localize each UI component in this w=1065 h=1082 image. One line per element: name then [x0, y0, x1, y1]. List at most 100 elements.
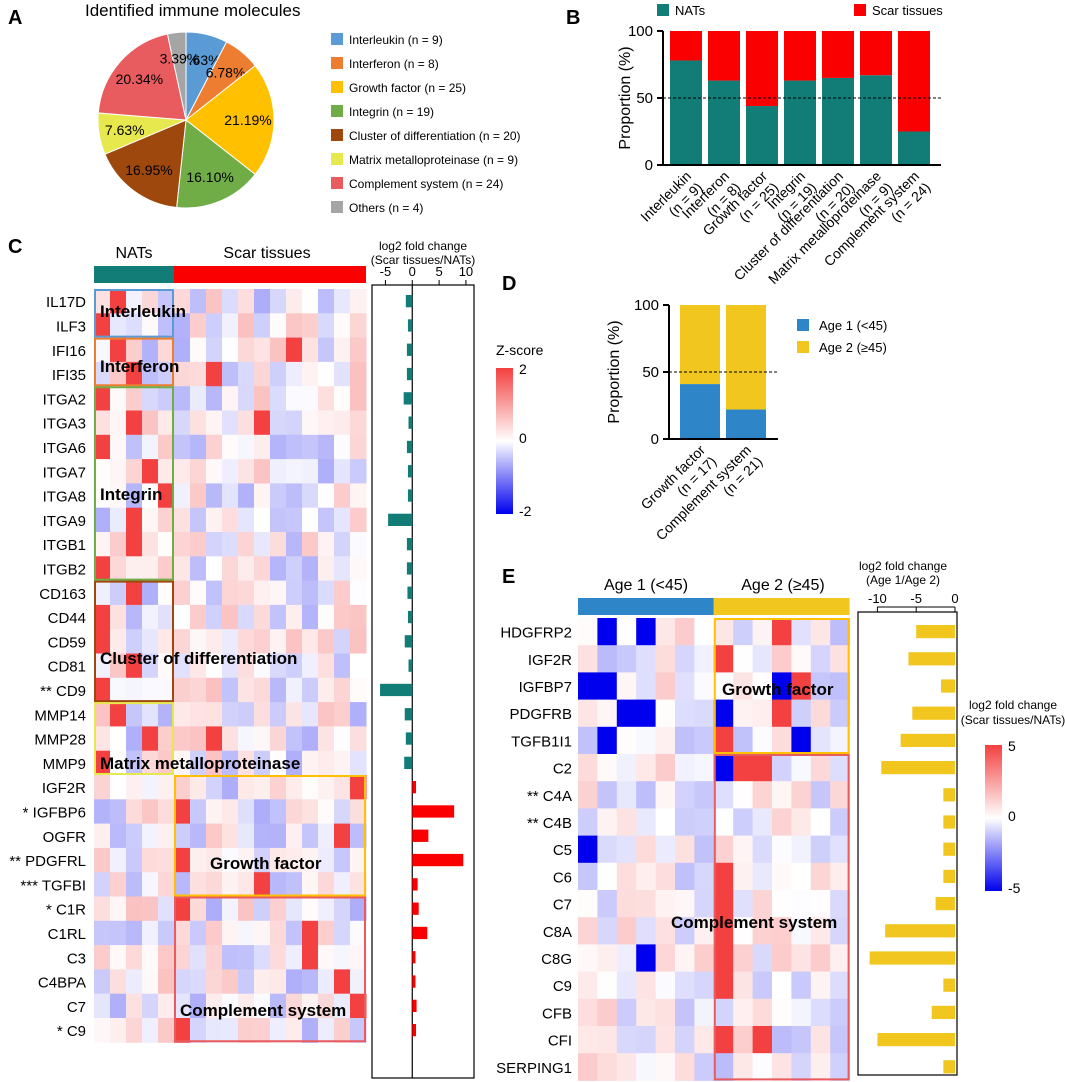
bar-Scar tissues — [670, 31, 702, 61]
heat-cell — [713, 618, 734, 646]
heat-cell — [238, 920, 255, 946]
heat-cell — [302, 896, 319, 922]
heat-cell — [791, 645, 812, 673]
heat-cell — [222, 459, 239, 484]
row-label: C7 — [67, 999, 86, 1016]
heat-cell — [110, 410, 127, 436]
heat-cell — [810, 890, 831, 918]
heat-cell — [655, 645, 676, 673]
heat-cell — [142, 386, 159, 411]
heat-cell — [830, 808, 851, 837]
heat-cell — [752, 835, 773, 864]
heat-cell — [733, 781, 754, 809]
bar-Scar tissues — [860, 31, 892, 76]
heat-cell — [190, 459, 207, 484]
heat-cell — [270, 483, 287, 509]
heat-cell — [597, 618, 618, 646]
foldchange-bar — [412, 853, 464, 867]
heat-cell — [578, 1026, 598, 1054]
heat-cell — [733, 699, 754, 728]
heat-cell — [126, 702, 143, 727]
heat-cell — [254, 459, 271, 484]
heat-cell — [810, 726, 831, 755]
heat-cell — [254, 872, 271, 897]
heat-cell — [126, 653, 143, 679]
heat-cell — [158, 289, 175, 314]
foldchange-bar — [405, 295, 413, 308]
heat-cell — [174, 847, 191, 873]
heat-cell — [254, 823, 271, 849]
heat-cell — [222, 313, 239, 339]
heat-cell — [752, 645, 773, 673]
heat-cell — [334, 775, 351, 800]
heat-cell — [286, 896, 303, 922]
group-bar-scar — [174, 266, 366, 283]
heat-cell — [142, 872, 159, 897]
heat-cell — [772, 699, 792, 728]
heat-cell — [675, 835, 695, 864]
heat-cell — [142, 532, 159, 557]
bar-NATs — [898, 131, 930, 165]
heat-cell — [238, 945, 255, 970]
heat-cell — [254, 945, 271, 970]
heat-cell — [270, 386, 287, 411]
heat-cell — [222, 580, 239, 606]
heat-cell — [334, 361, 351, 387]
heat-cell — [302, 920, 319, 946]
heat-cell — [350, 1018, 367, 1043]
heat-cell — [655, 699, 676, 728]
row-label: ** PDGFRL — [9, 853, 86, 870]
heat-cell — [713, 1053, 734, 1081]
row-label: ILF3 — [56, 318, 86, 335]
heat-cell — [318, 1018, 335, 1043]
heat-cell — [334, 847, 351, 873]
row-label: * C9 — [57, 1023, 86, 1040]
heat-cell — [254, 532, 271, 557]
heat-cell — [318, 580, 335, 606]
heat-cell — [174, 702, 191, 727]
heat-cell — [318, 459, 335, 484]
heat-cell — [190, 629, 207, 654]
heat-cell — [126, 604, 143, 630]
heat-cell — [350, 386, 367, 411]
foldchange-bar — [935, 897, 955, 911]
heat-cell — [286, 726, 303, 752]
heat-cell — [254, 434, 271, 460]
heat-cell — [254, 386, 271, 411]
heat-cell — [174, 945, 191, 970]
heat-cell — [206, 337, 223, 363]
heat-cell — [318, 872, 335, 897]
heat-cell — [94, 653, 111, 679]
heat-cell — [772, 618, 792, 646]
heat-cell — [772, 1053, 792, 1081]
category-box-complement — [174, 896, 366, 1043]
heat-cell — [110, 604, 127, 630]
heat-cell — [350, 896, 367, 922]
heat-cell — [350, 483, 367, 509]
heat-cell — [206, 532, 223, 557]
heat-cell — [174, 629, 191, 654]
heat-cell — [206, 775, 223, 800]
heat-cell — [110, 945, 127, 970]
heat-cell — [694, 971, 715, 1000]
row-label: CD59 — [48, 634, 86, 651]
heat-cell — [318, 361, 335, 387]
heat-cell — [254, 702, 271, 727]
heat-cell — [286, 386, 303, 411]
heat-cell — [286, 653, 303, 679]
heat-cell — [636, 672, 657, 701]
heat-cell — [206, 823, 223, 849]
heat-cell — [94, 337, 111, 363]
heat-cell — [597, 645, 618, 673]
heat-cell — [713, 944, 734, 973]
heat-cell — [636, 808, 657, 837]
heat-cell — [110, 386, 127, 411]
heat-cell — [694, 862, 715, 891]
heat-cell — [772, 890, 792, 918]
heat-cell — [222, 847, 239, 873]
heat-cell — [597, 754, 618, 782]
heat-cell — [733, 645, 754, 673]
heat-cell — [578, 672, 598, 701]
category-box-label: Interferon — [100, 357, 179, 376]
heat-cell — [126, 532, 143, 557]
